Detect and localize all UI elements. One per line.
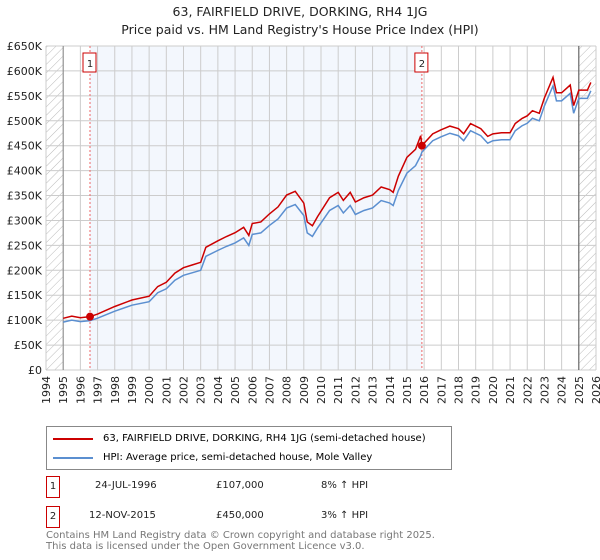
x-tick-label: 2026 <box>590 376 600 404</box>
transaction-hpi: 3% ↑ HPI <box>321 510 369 521</box>
y-tick-label: £200K <box>7 264 43 277</box>
x-tick-label: 1999 <box>126 376 139 404</box>
no-data-hatch <box>578 46 596 370</box>
x-tick-label: 2021 <box>504 376 517 404</box>
y-tick-label: £100K <box>7 314 43 327</box>
y-tick-label: £250K <box>7 239 43 252</box>
x-tick-label: 1998 <box>109 376 122 404</box>
x-tick-label: 2004 <box>212 376 225 404</box>
y-tick-label: £400K <box>7 165 43 178</box>
y-tick-label: £300K <box>7 214 43 227</box>
x-tick-label: 1996 <box>74 376 87 404</box>
x-tick-label: 2024 <box>556 376 569 404</box>
y-tick-label: £0 <box>28 364 42 377</box>
y-tick-label: £450K <box>7 140 43 153</box>
x-tick-label: 2012 <box>349 376 362 404</box>
footer: Contains HM Land Registry data © Crown c… <box>46 530 435 552</box>
property-price-line <box>63 74 592 320</box>
sale-point <box>86 312 94 321</box>
x-tick-label: 2000 <box>143 376 156 404</box>
x-tick-label: 2006 <box>246 376 259 404</box>
x-tick-label: 2001 <box>160 376 173 404</box>
y-tick-label: £600K <box>7 65 43 78</box>
transaction-date: 12-NOV-2015 <box>89 510 156 521</box>
legend-label-hpi: HPI: Average price, semi-detached house,… <box>103 452 373 463</box>
x-tick-label: 2011 <box>332 376 345 404</box>
y-tick-label: £500K <box>7 115 43 128</box>
x-tick-label: 1994 <box>40 376 53 404</box>
x-tick-label: 2002 <box>178 376 191 404</box>
transaction-row: 2 12-NOV-2015 £450,000 3% ↑ HPI <box>46 506 546 528</box>
no-data-hatch <box>46 46 64 370</box>
footer-line: This data is licensed under the Open Gov… <box>46 541 365 552</box>
y-tick-label: £150K <box>7 289 43 302</box>
annotation-label: 1 <box>87 59 93 70</box>
x-tick-label: 2014 <box>384 376 397 404</box>
x-tick-label: 2020 <box>487 376 500 404</box>
y-tick-label: £50K <box>14 339 43 352</box>
x-tick-label: 2005 <box>229 376 242 404</box>
x-tick-label: 2013 <box>367 376 380 404</box>
x-tick-label: 2003 <box>195 376 208 404</box>
x-tick-label: 2018 <box>453 376 466 404</box>
x-tick-label: 1995 <box>57 376 70 404</box>
transaction-row: 1 24-JUL-1996 £107,000 8% ↑ HPI <box>46 476 546 498</box>
annotation-box <box>414 52 429 73</box>
legend-label-property: 63, FAIRFIELD DRIVE, DORKING, RH4 1JG (s… <box>103 433 426 444</box>
hpi-line <box>63 83 592 323</box>
transaction-marker: 1 <box>46 476 60 498</box>
transaction-price: £450,000 <box>216 510 264 521</box>
chart-svg: 1994 1995 1996 1997 1998 1999 2000 2001 2002 2003… <box>7 40 600 404</box>
sale-period-shading <box>90 46 422 370</box>
x-tick-label: 2025 <box>573 376 586 404</box>
x-tick-label: 2009 <box>298 376 311 404</box>
legend-swatch-property <box>53 437 93 440</box>
y-tick-label: £550K <box>7 90 43 103</box>
x-tick-label: 2023 <box>538 376 551 404</box>
x-tick-label: 2019 <box>470 376 483 404</box>
x-tick-label: 2017 <box>435 376 448 404</box>
sale-point <box>417 141 426 150</box>
x-tick-label: 2007 <box>263 376 276 404</box>
transaction-date: 24-JUL-1996 <box>95 480 157 491</box>
annotation-label: 2 <box>419 59 425 70</box>
transaction-hpi: 8% ↑ HPI <box>321 480 369 491</box>
legend-swatch-hpi <box>53 456 93 459</box>
footer-line: Contains HM Land Registry data © Crown c… <box>46 530 435 541</box>
x-tick-label: 2010 <box>315 376 328 404</box>
x-tick-label: 1997 <box>92 376 105 404</box>
transaction-price: £107,000 <box>216 480 264 491</box>
chart-title: 63, FAIRFIELD DRIVE, DORKING, RH4 1JG <box>172 4 428 19</box>
x-tick-label: 2022 <box>521 376 534 404</box>
transaction-marker: 2 <box>46 506 60 528</box>
x-tick-label: 2015 <box>401 376 414 404</box>
y-tick-label: £650K <box>7 40 43 53</box>
legend: 63, FAIRFIELD DRIVE, DORKING, RH4 1JG (s… <box>46 426 452 470</box>
y-tick-label: £350K <box>7 190 43 203</box>
x-tick-label: 2008 <box>281 376 294 404</box>
chart-subtitle: Price paid vs. HM Land Registry's House … <box>121 22 479 37</box>
x-tick-label: 2016 <box>418 376 431 404</box>
annotation-box <box>82 52 97 73</box>
